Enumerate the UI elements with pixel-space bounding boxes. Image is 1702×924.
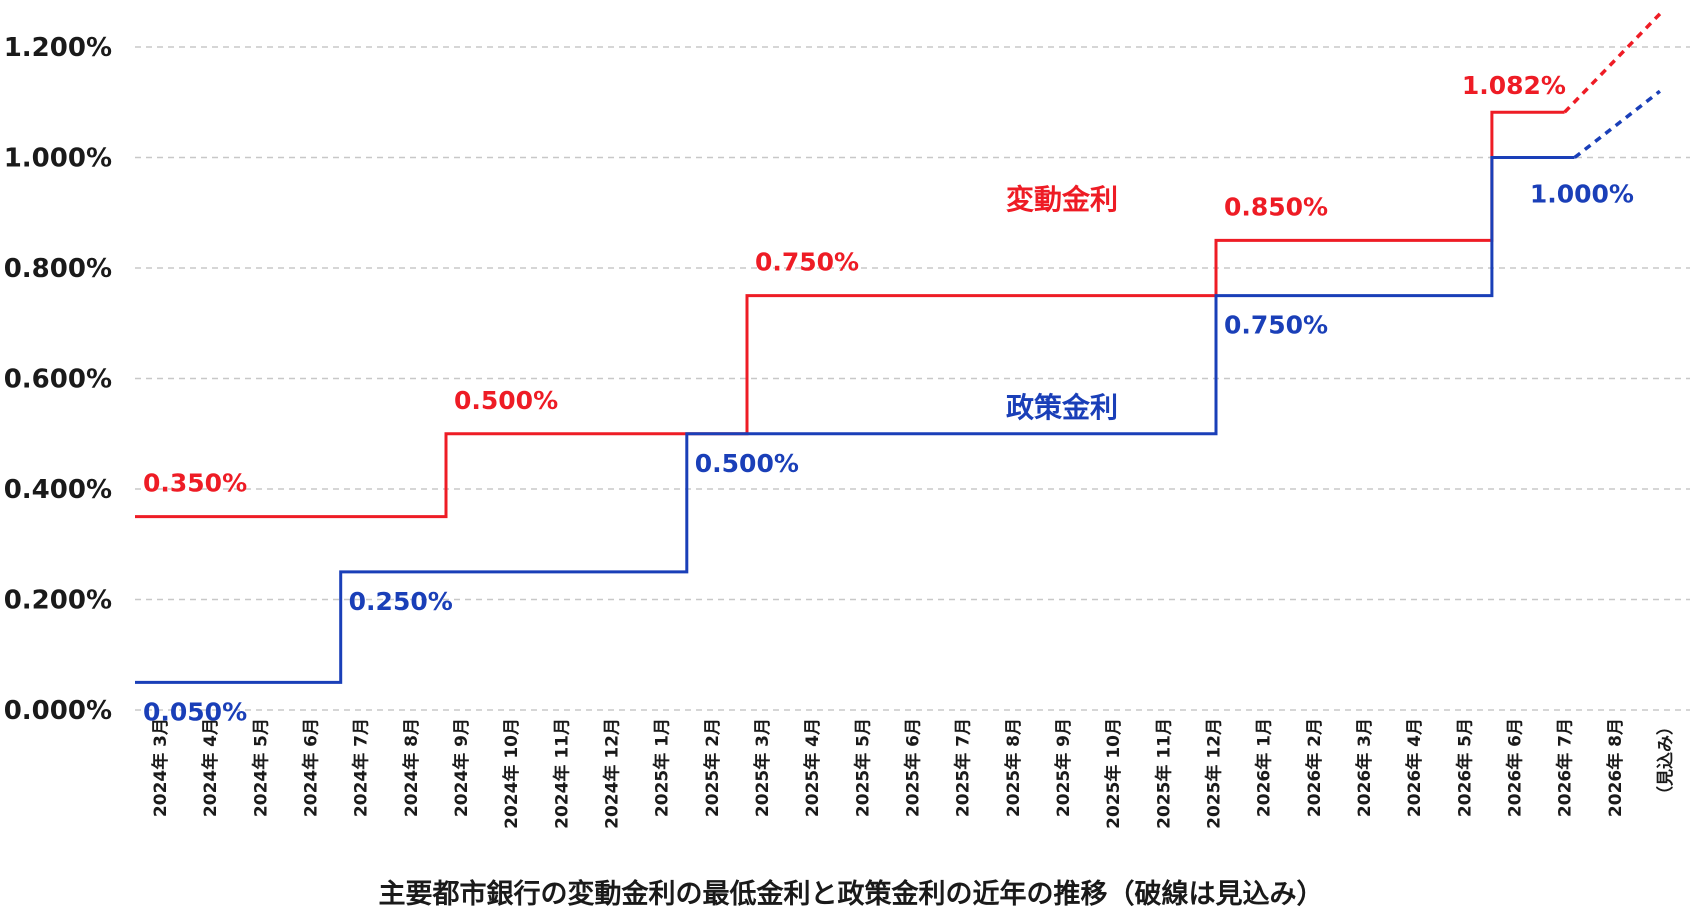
- y-tick-label: 0.400%: [4, 475, 112, 505]
- x-tick-label: 2025年 9月: [1053, 718, 1074, 817]
- x-tick-label: 2024年 11月: [551, 718, 572, 829]
- x-tick-label: 2024年 7月: [351, 718, 372, 817]
- x-axis-ticks: 2024年 3月 2024年 4月 2024年 5月 2024年 6月 2024年 7月…: [150, 718, 1676, 829]
- x-tick-label: 2024年 3月: [150, 718, 171, 817]
- x-tick-label: 2025年 6月: [903, 718, 924, 817]
- x-tick-label: 2025年 5月: [852, 718, 873, 817]
- x-tick-label: 2025年 10月: [1103, 718, 1124, 829]
- series-label-policy-rate: 政策金利: [1006, 391, 1118, 424]
- y-tick-label: 1.200%: [4, 33, 112, 63]
- x-tick-label: 2025年 11月: [1153, 718, 1174, 829]
- data-label: 0.050%: [143, 697, 247, 726]
- x-tick-label: 2025年 12月: [1203, 718, 1224, 829]
- series-label-floating-rate: 変動金利: [1006, 183, 1118, 216]
- data-label: 0.750%: [755, 248, 859, 277]
- chart-title: 主要都市銀行の変動金利の最低金利と政策金利の近年の推移（破線は見込み）: [379, 878, 1324, 910]
- x-tick-label: 2024年 6月: [301, 718, 322, 817]
- x-tick-label: 2026年 4月: [1404, 718, 1425, 817]
- x-tick-label: 2024年 8月: [401, 718, 422, 817]
- y-tick-label: 0.600%: [4, 365, 112, 395]
- data-label: 0.250%: [349, 587, 453, 616]
- x-tick-label: 2025年 1月: [652, 718, 673, 817]
- projection-line: [1565, 14, 1660, 112]
- x-tick-label: 2024年 12月: [602, 718, 623, 829]
- x-tick-label: 2026年 2月: [1304, 718, 1325, 817]
- x-tick-label: 2026年 6月: [1504, 718, 1525, 817]
- y-tick-label: 1.000%: [4, 144, 112, 174]
- projection-line: [1575, 91, 1660, 157]
- y-tick-label: 0.800%: [4, 254, 112, 284]
- y-tick-label: 0.000%: [4, 696, 112, 726]
- x-tick-label: 2025年 7月: [953, 718, 974, 817]
- x-tick-label: （見込み）: [1655, 718, 1676, 803]
- x-tick-label: 2026年 7月: [1555, 718, 1576, 817]
- data-label: 0.500%: [695, 449, 799, 478]
- data-label: 1.082%: [1462, 71, 1566, 100]
- x-tick-label: 2024年 5月: [250, 718, 271, 817]
- y-tick-label: 0.200%: [4, 586, 112, 616]
- x-tick-label: 2024年 4月: [200, 718, 221, 817]
- x-tick-label: 2026年 5月: [1454, 718, 1475, 817]
- x-tick-label: 2026年 3月: [1354, 718, 1375, 817]
- series-lines: [135, 14, 1660, 683]
- data-label: 1.000%: [1530, 180, 1634, 209]
- x-tick-label: 2024年 9月: [451, 718, 472, 817]
- x-tick-label: 2025年 8月: [1003, 718, 1024, 817]
- data-label: 0.500%: [454, 386, 558, 415]
- data-label: 0.350%: [143, 469, 247, 498]
- x-tick-label: 2025年 4月: [802, 718, 823, 817]
- data-label: 0.850%: [1224, 192, 1328, 221]
- x-tick-label: 2024年 10月: [501, 718, 522, 829]
- data-labels: 0.350% 0.500% 0.750% 0.850% 1.082% 0.050% 0.25…: [143, 71, 1634, 726]
- x-tick-label: 2026年 1月: [1254, 718, 1275, 817]
- x-tick-label: 2025年 2月: [702, 718, 723, 817]
- data-label: 0.750%: [1224, 311, 1328, 340]
- x-tick-label: 2026年 8月: [1605, 718, 1626, 817]
- y-axis-ticks: 0.000% 0.200% 0.400% 0.600% 0.800% 1.000% 1.20…: [4, 33, 112, 726]
- series-line: [135, 112, 1565, 516]
- x-tick-label: 2025年 3月: [752, 718, 773, 817]
